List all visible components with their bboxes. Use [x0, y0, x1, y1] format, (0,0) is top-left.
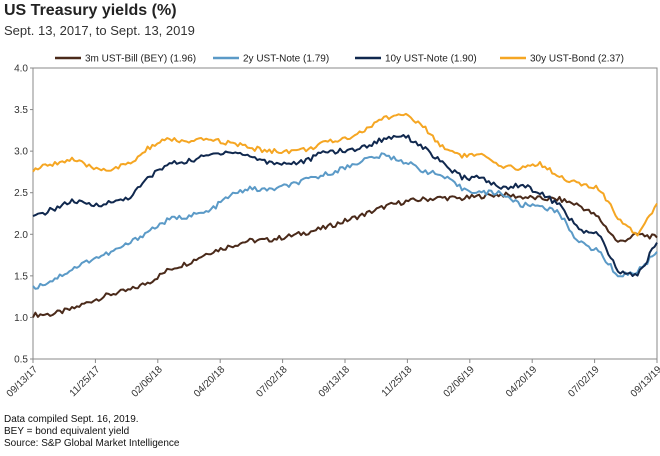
x-tick-label: 09/13/19 [629, 364, 660, 400]
x-tick-label: 11/25/17 [68, 364, 103, 399]
x-tick-label: 07/02/19 [566, 364, 602, 400]
y-tick-label: 4.0 [14, 64, 28, 75]
legend: 3m UST-Bill (BEY) (1.96) 2y UST-Note (1.7… [55, 54, 624, 65]
axes: 0.5 1.0 1.5 2.0 2.5 3.0 3.5 4.0 09/13/17 11/25/17… [5, 64, 660, 400]
y-tick-label: 3.5 [14, 105, 28, 116]
legend-label: 2y UST-Note (1.79) [243, 54, 329, 65]
legend-label: 30y UST-Bond (2.37) [530, 54, 624, 65]
x-tick-label: 04/20/18 [192, 364, 228, 400]
y-tick-label: 1.0 [14, 313, 28, 324]
y-tick-label: 0.5 [14, 355, 28, 366]
series-line [32, 191, 658, 318]
chart-subtitle: Sept. 13, 2017, to Sept. 13, 2019 [4, 23, 195, 38]
footnote-compiled: Data compiled Sept. 16, 2019. [4, 414, 139, 425]
x-tick-label: 09/13/17 [5, 364, 41, 400]
footnote-bey: BEY = bond equivalent yield [4, 426, 130, 437]
y-tick-label: 3.0 [14, 147, 28, 158]
legend-label: 10y UST-Note (1.90) [385, 54, 477, 65]
series-line [32, 134, 658, 277]
footnote-source: Source: S&P Global Market Intelligence [4, 438, 180, 449]
y-tick-label: 1.5 [14, 271, 28, 282]
series-lines [32, 112, 658, 318]
x-tick-label: 04/20/19 [504, 364, 540, 400]
y-tick-label: 2.0 [14, 230, 28, 241]
line-chart: 3m UST-Bill (BEY) (1.96) 2y UST-Note (1.7… [5, 54, 660, 400]
chart-title: US Treasury yields (%) [4, 2, 177, 19]
x-tick-label: 02/06/18 [130, 364, 166, 400]
plot-frame [32, 67, 658, 360]
series-line [32, 152, 658, 290]
footnotes: Data compiled Sept. 16, 2019. BEY = bond… [4, 414, 179, 450]
y-tick-label: 2.5 [14, 188, 28, 199]
x-tick-label: 07/02/18 [254, 364, 290, 400]
legend-label: 3m UST-Bill (BEY) (1.96) [85, 54, 196, 65]
series-line [32, 112, 658, 237]
x-tick-label: 09/13/18 [317, 364, 353, 400]
x-tick-label: 02/06/19 [442, 364, 478, 400]
x-tick-label: 11/25/18 [380, 364, 415, 399]
